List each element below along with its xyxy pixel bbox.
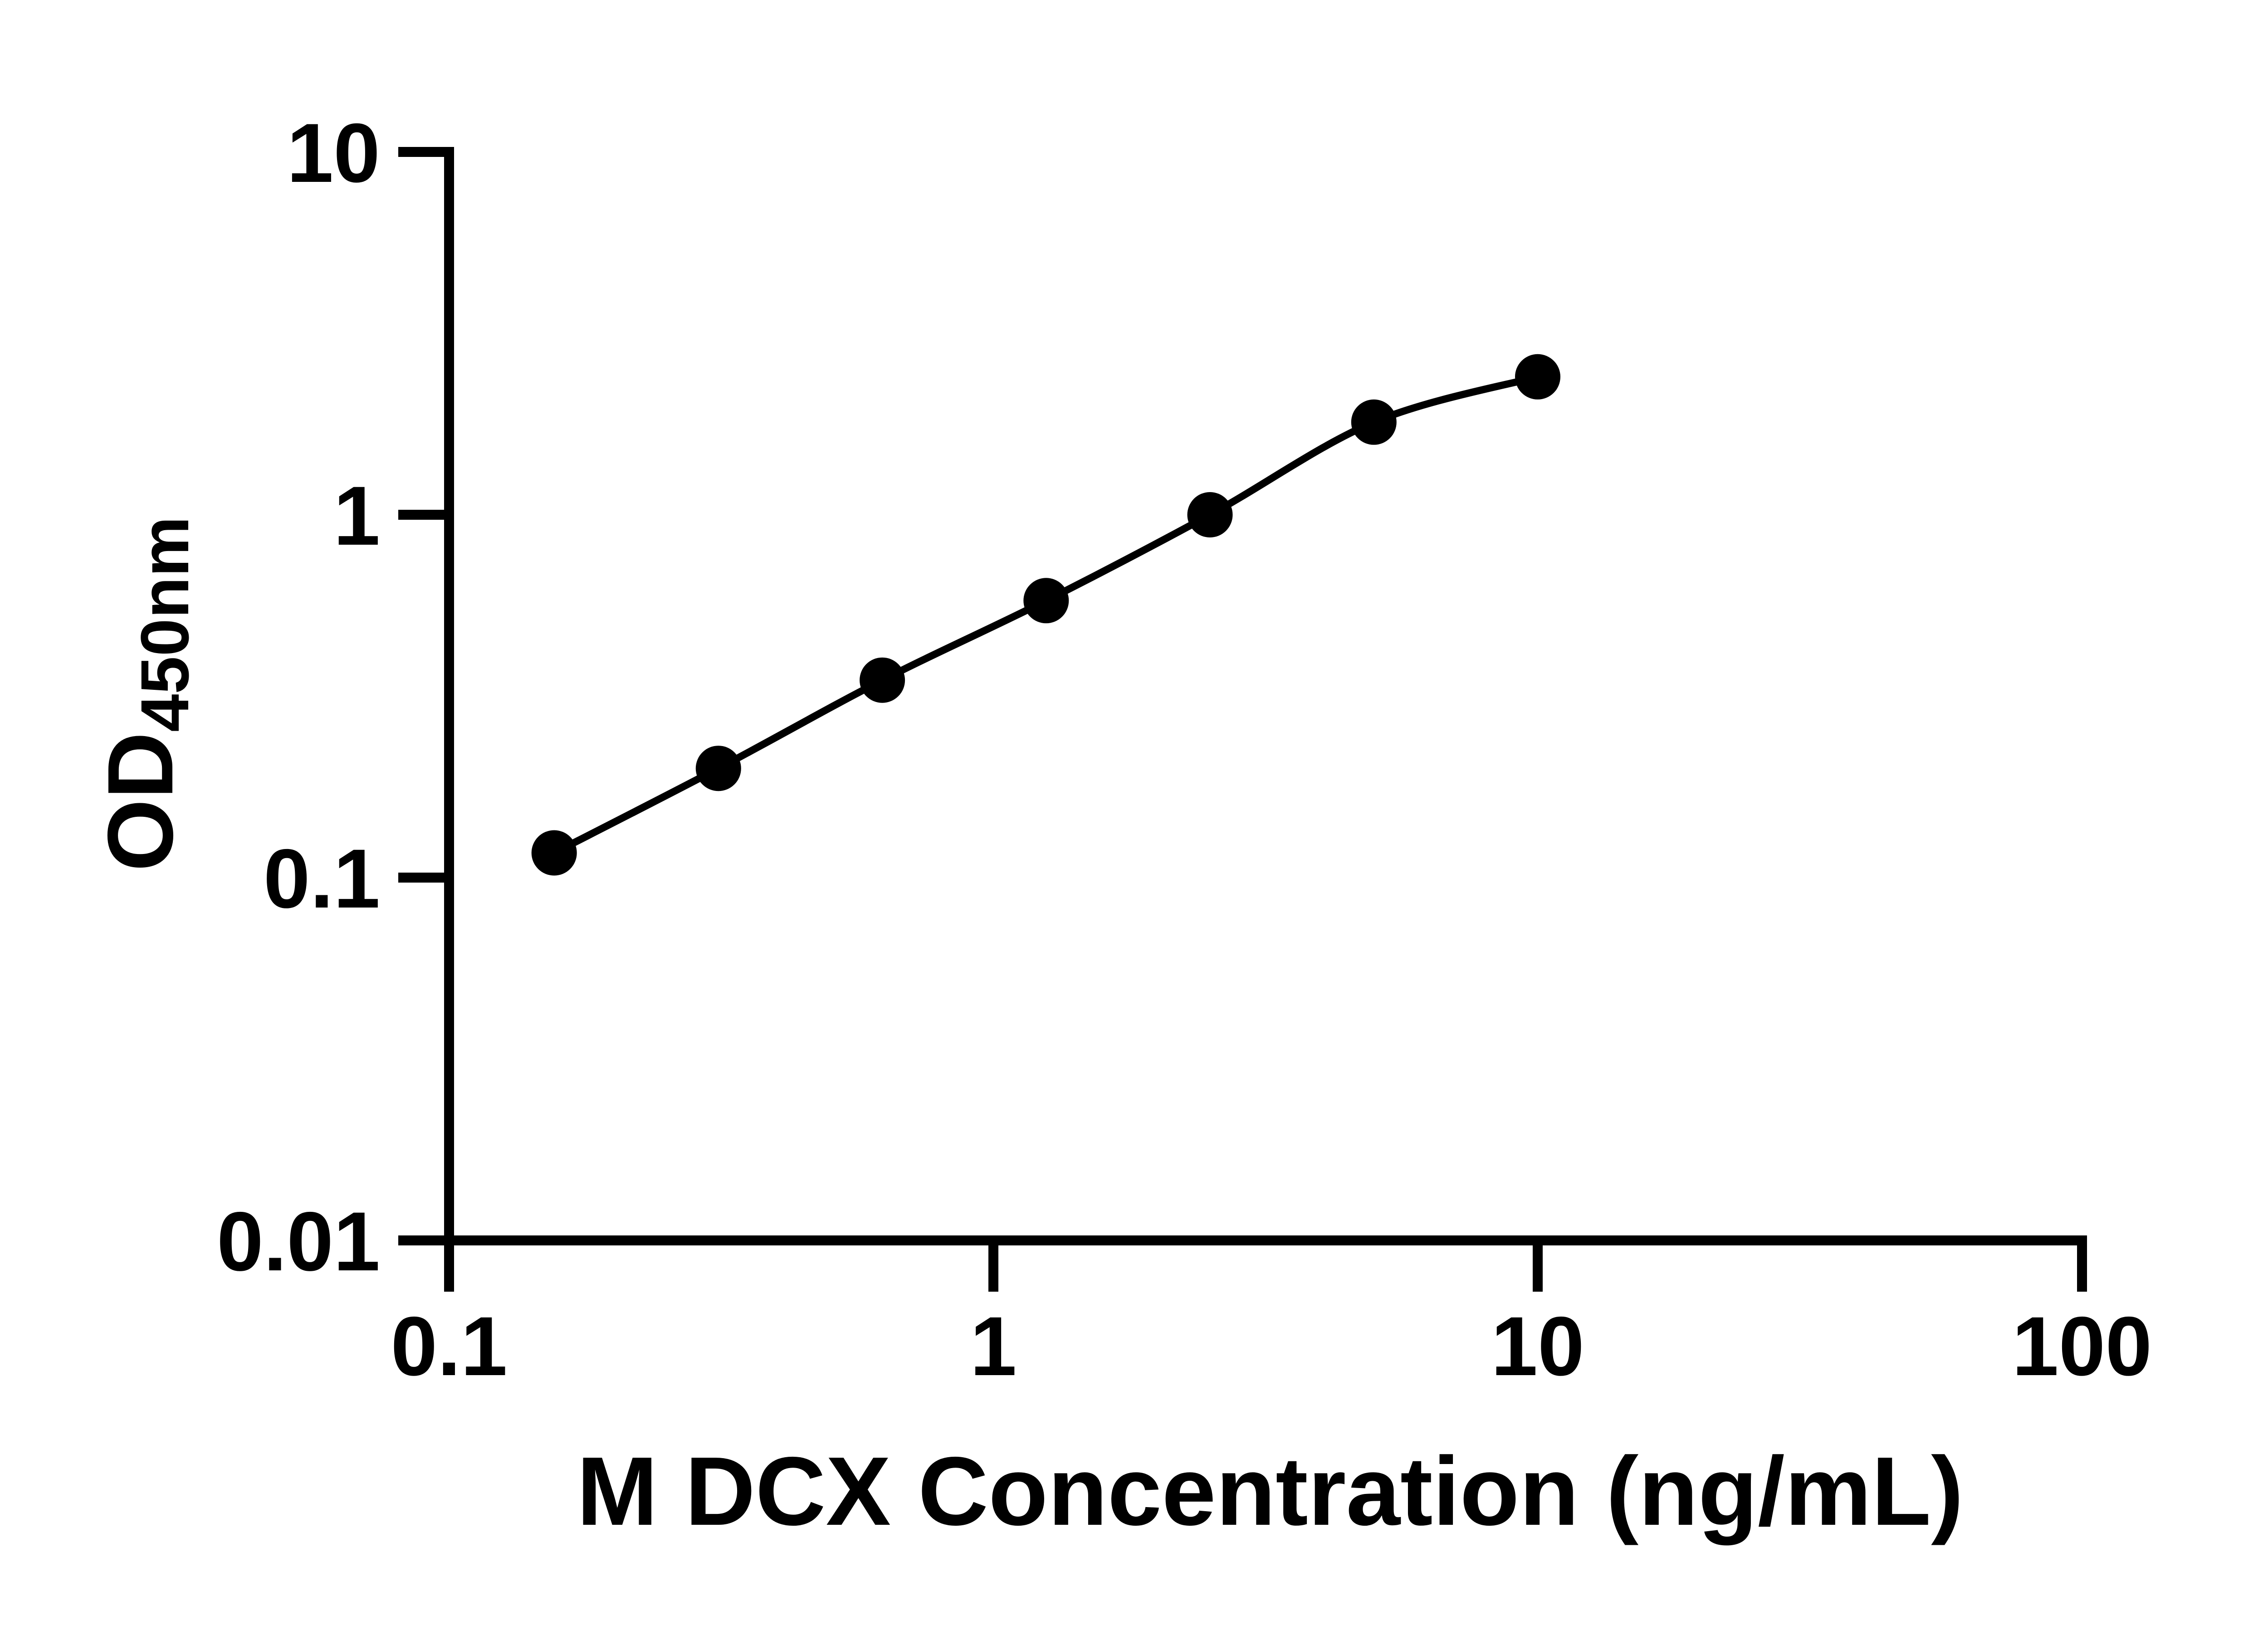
data-point: [860, 657, 905, 703]
x-tick-label: 100: [2012, 1300, 2152, 1393]
data-points: [531, 354, 1560, 876]
y-axis-title-sub: 450nm: [127, 517, 203, 732]
x-tick-label: 10: [1491, 1300, 1584, 1393]
y-axis-title: OD450nm: [88, 517, 203, 872]
y-axis-title-main: OD: [88, 732, 192, 872]
x-tick-label: 1: [970, 1300, 1017, 1393]
y-tick-label: 0.1: [264, 832, 380, 926]
data-point: [695, 746, 741, 791]
x-tick-label: 0.1: [391, 1300, 507, 1393]
x-axis-tick-labels: 0.1 1 10 100: [391, 1300, 2152, 1393]
x-axis-title: M DCX Concentration (ng/mL): [577, 1436, 1964, 1546]
data-point: [531, 830, 577, 876]
y-axis-ticks: [398, 147, 449, 1245]
y-tick-label: 1: [333, 469, 380, 563]
data-point: [1187, 492, 1233, 537]
y-tick-label: 10: [287, 107, 380, 200]
x-axis-ticks: [444, 1240, 2087, 1292]
y-tick-label: 0.01: [217, 1195, 380, 1288]
data-point: [1023, 578, 1069, 624]
y-axis-tick-labels: 0.01 0.1 1 10: [217, 107, 380, 1288]
data-point: [1515, 354, 1560, 400]
data-point: [1351, 399, 1397, 445]
